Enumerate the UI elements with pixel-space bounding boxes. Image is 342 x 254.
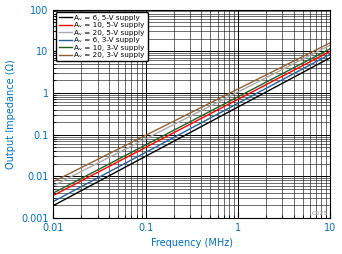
Aᵥ = 6, 3-V supply: [142, 152, 146, 155]
Aᵥ = 20, 5-V supply: [142, 138, 146, 141]
Aᵥ = 6, 3-V supply: [328, 53, 332, 56]
Aᵥ = 20, 3-V supply: [226, 93, 230, 96]
Y-axis label: Output Impedance (Ω): Output Impedance (Ω): [5, 59, 15, 169]
Line: Aᵥ = 10, 5-V supply: Aᵥ = 10, 5-V supply: [53, 51, 330, 195]
X-axis label: Frequency (MHz): Frequency (MHz): [151, 239, 233, 248]
Aᵥ = 10, 5-V supply: [226, 103, 230, 106]
Aᵥ = 10, 3-V supply: [51, 192, 55, 195]
Line: Aᵥ = 10, 3-V supply: Aᵥ = 10, 3-V supply: [53, 49, 330, 193]
Aᵥ = 10, 5-V supply: [51, 194, 55, 197]
Aᵥ = 6, 3-V supply: [251, 94, 255, 97]
Aᵥ = 20, 5-V supply: [226, 96, 230, 99]
Aᵥ = 6, 3-V supply: [226, 107, 230, 110]
Aᵥ = 10, 5-V supply: [253, 89, 257, 92]
Aᵥ = 20, 5-V supply: [51, 184, 55, 187]
Aᵥ = 10, 5-V supply: [328, 50, 332, 53]
Aᵥ = 6, 5-V supply: [85, 186, 89, 189]
Aᵥ = 10, 5-V supply: [85, 177, 89, 180]
Aᵥ = 20, 3-V supply: [85, 163, 89, 166]
Aᵥ = 10, 5-V supply: [161, 137, 165, 140]
Aᵥ = 6, 5-V supply: [51, 204, 55, 207]
Aᵥ = 10, 5-V supply: [251, 90, 255, 93]
Aᵥ = 10, 3-V supply: [85, 174, 89, 177]
Aᵥ = 6, 5-V supply: [226, 111, 230, 114]
Aᵥ = 20, 5-V supply: [328, 44, 332, 47]
Aᵥ = 10, 3-V supply: [161, 134, 165, 137]
Aᵥ = 6, 3-V supply: [85, 182, 89, 185]
Aᵥ = 20, 3-V supply: [142, 135, 146, 138]
Aᵥ = 10, 3-V supply: [142, 145, 146, 148]
Aᵥ = 20, 3-V supply: [51, 180, 55, 183]
Line: Aᵥ = 20, 5-V supply: Aᵥ = 20, 5-V supply: [53, 45, 330, 186]
Aᵥ = 20, 5-V supply: [161, 129, 165, 132]
Aᵥ = 6, 5-V supply: [328, 56, 332, 59]
Aᵥ = 10, 3-V supply: [251, 87, 255, 90]
Aᵥ = 6, 3-V supply: [253, 93, 257, 96]
Aᵥ = 20, 3-V supply: [251, 80, 255, 83]
Aᵥ = 20, 3-V supply: [253, 79, 257, 82]
Aᵥ = 10, 3-V supply: [226, 101, 230, 104]
Aᵥ = 6, 5-V supply: [161, 146, 165, 149]
Line: Aᵥ = 6, 5-V supply: Aᵥ = 6, 5-V supply: [53, 58, 330, 205]
Aᵥ = 10, 3-V supply: [253, 87, 257, 90]
Aᵥ = 6, 3-V supply: [51, 200, 55, 203]
Legend: Aᵥ = 6, 5-V supply, Aᵥ = 10, 5-V supply, Aᵥ = 20, 5-V supply, Aᵥ = 6, 3-V supply: Aᵥ = 6, 5-V supply, Aᵥ = 10, 5-V supply,…: [56, 12, 148, 61]
Aᵥ = 20, 3-V supply: [328, 41, 332, 44]
Aᵥ = 6, 5-V supply: [251, 97, 255, 100]
Aᵥ = 6, 3-V supply: [161, 142, 165, 145]
Aᵥ = 20, 5-V supply: [85, 167, 89, 170]
Aᵥ = 20, 5-V supply: [253, 82, 257, 85]
Aᵥ = 20, 3-V supply: [161, 125, 165, 128]
Aᵥ = 20, 5-V supply: [251, 83, 255, 86]
Aᵥ = 6, 5-V supply: [253, 97, 257, 100]
Aᵥ = 10, 3-V supply: [328, 47, 332, 50]
Text: C025: C025: [312, 211, 328, 216]
Line: Aᵥ = 20, 3-V supply: Aᵥ = 20, 3-V supply: [53, 43, 330, 182]
Line: Aᵥ = 6, 3-V supply: Aᵥ = 6, 3-V supply: [53, 54, 330, 201]
Aᵥ = 6, 5-V supply: [142, 156, 146, 159]
Aᵥ = 10, 5-V supply: [142, 147, 146, 150]
